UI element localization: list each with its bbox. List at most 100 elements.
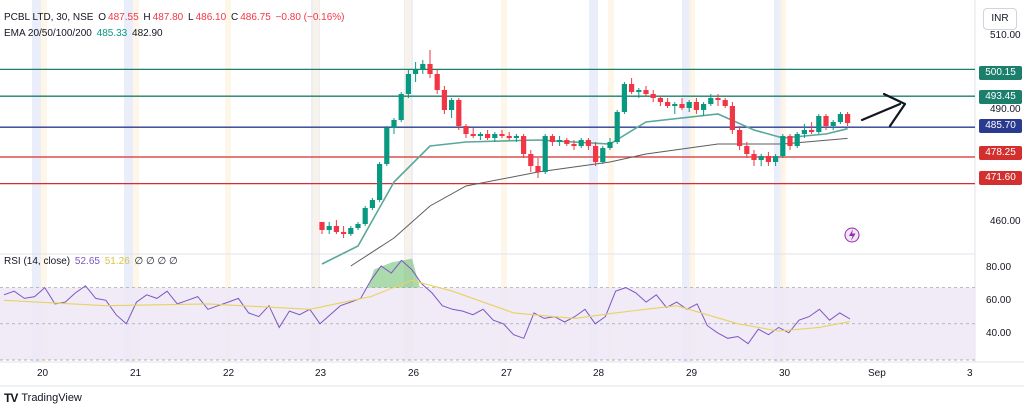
rsi-line (3, 259, 851, 345)
candle-body (701, 104, 707, 110)
ema-value-1: 485.33 (96, 28, 128, 39)
candle-body (737, 130, 743, 146)
candle-body (593, 146, 599, 162)
candle-body (506, 136, 512, 138)
candle-body (420, 64, 426, 70)
candle-body (492, 134, 498, 138)
candle-body (456, 100, 462, 126)
candle-body (693, 102, 699, 110)
candle-body (470, 134, 476, 136)
candle-body (621, 84, 627, 112)
candle-body (679, 104, 685, 108)
candle-body (557, 140, 563, 142)
currency-button[interactable]: INR (983, 8, 1017, 30)
candle-body (542, 136, 548, 172)
candle-body (463, 126, 469, 134)
candle-body (729, 106, 735, 130)
time-axis-label: 29 (686, 368, 698, 379)
candle-body (765, 156, 771, 162)
open-label: O (98, 12, 107, 23)
session-band (501, 0, 507, 362)
candle-body (341, 232, 347, 234)
session-band (774, 0, 783, 362)
candle-body (722, 100, 728, 106)
session-band (32, 0, 41, 362)
price-tag[interactable]: 493.45 (979, 90, 1022, 104)
candle-body (578, 140, 584, 146)
rsi-axis-label: 40.00 (986, 328, 1012, 339)
candle-body (629, 84, 635, 92)
candle-body (686, 102, 692, 108)
candle-body (398, 94, 404, 120)
price-tag[interactable]: 485.70 (979, 119, 1022, 133)
candle-body (607, 142, 613, 148)
arrow-right-icon (860, 102, 902, 122)
time-axis-label: 26 (408, 368, 420, 379)
candle-body (384, 128, 390, 164)
candle-body (809, 130, 815, 132)
candle-body (801, 130, 807, 134)
candle-body (513, 136, 519, 138)
price-tag[interactable]: 471.60 (979, 171, 1022, 185)
time-axis-label: 28 (593, 368, 605, 379)
time-axis-label: 22 (223, 368, 235, 379)
rsi-ma-line (3, 279, 851, 332)
candle-body (485, 134, 491, 138)
candle-body (751, 154, 757, 160)
candle-body (348, 228, 354, 234)
ohlc-legend: PCBL LTD, 30, NSE O 487.55 H 487.80 L 486.1… (4, 12, 347, 23)
price-tag[interactable]: 500.15 (979, 66, 1022, 80)
candle-body (333, 226, 339, 232)
time-axis-label: 23 (315, 368, 327, 379)
price-axis-label: 460.00 (990, 216, 1021, 227)
ema-legend[interactable]: EMA 20/50/100/200 485.33 482.90 (4, 28, 165, 39)
candle-body (744, 146, 750, 154)
candle-body (434, 74, 440, 90)
candle-body (650, 94, 656, 98)
candle-body (830, 122, 836, 126)
ema-value-2: 482.90 (132, 28, 163, 39)
open-value: 487.55 (108, 12, 139, 23)
candle-body (787, 136, 793, 146)
time-axis-label: Sep (868, 368, 886, 379)
candle-body (535, 166, 541, 172)
session-band (589, 0, 598, 362)
time-axis-label: 27 (501, 368, 513, 379)
tradingview-brand[interactable]: TV TradingView (4, 391, 82, 405)
candle-body (528, 154, 534, 166)
symbol-label[interactable]: PCBL LTD, 30, NSE (4, 12, 94, 23)
candle-body (326, 226, 332, 230)
time-axis-label: 21 (130, 368, 142, 379)
session-band (225, 0, 231, 362)
candle-body (636, 90, 642, 92)
candle-body (845, 114, 851, 123)
arrow-right-icon (882, 92, 907, 128)
candle-body (571, 144, 577, 146)
candle-body (405, 74, 411, 94)
candle-body (823, 116, 829, 126)
candle-body (441, 90, 447, 110)
candle-body (708, 98, 714, 104)
candle-body (549, 136, 555, 142)
candle-body (413, 70, 419, 74)
price-tag[interactable]: 478.25 (979, 146, 1022, 160)
candle-body (585, 140, 591, 146)
time-axis-label: 3 (967, 368, 973, 379)
candle-body (449, 100, 455, 110)
session-band (608, 0, 614, 362)
candle-body (773, 156, 779, 162)
session-band (405, 0, 411, 362)
candle-body (477, 134, 483, 136)
close-value: 486.75 (240, 12, 271, 23)
ema-long-line (350, 137, 848, 267)
candle-body (643, 90, 649, 94)
session-band (41, 0, 47, 362)
rsi-legend[interactable]: RSI (14, close) 52.65 51.26 ∅ ∅ ∅ ∅ (4, 256, 180, 267)
rsi-extra-values: ∅ ∅ ∅ ∅ (134, 256, 178, 267)
session-band (689, 0, 695, 362)
candle-body (816, 116, 822, 132)
candle-body (665, 102, 671, 106)
rsi-axis-label: 80.00 (986, 262, 1012, 273)
